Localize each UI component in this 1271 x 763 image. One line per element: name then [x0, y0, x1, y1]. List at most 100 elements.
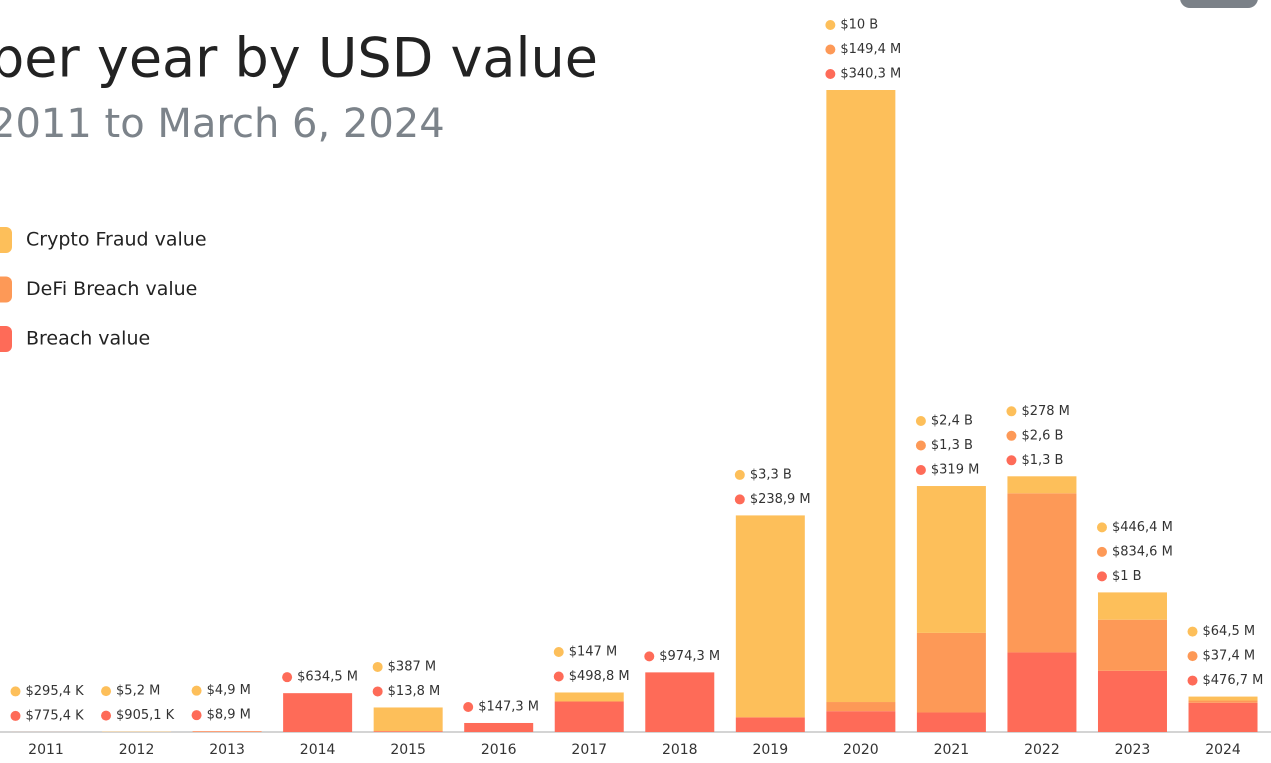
label-dot — [101, 686, 112, 697]
x-tick-label: 2020 — [843, 742, 879, 758]
label-dot — [915, 465, 926, 476]
value-label: $10 B — [840, 18, 878, 33]
x-tick-label: 2017 — [571, 742, 607, 758]
x-tick-label: 2023 — [1115, 742, 1151, 758]
bar-segment — [373, 707, 443, 732]
bar-segment — [826, 711, 896, 732]
x-tick-label: 2011 — [28, 742, 64, 758]
value-label: $340,3 M — [840, 67, 901, 82]
label-dot — [734, 469, 745, 480]
bar-segment — [1007, 652, 1077, 732]
label-dot — [10, 686, 21, 697]
label-dot — [1006, 430, 1017, 441]
value-label: $5,2 M — [116, 684, 160, 699]
bar-segment — [826, 702, 896, 712]
label-dot — [1096, 546, 1107, 557]
label-dot — [191, 685, 202, 696]
chart-subtitle: 2011 to March 6, 2024 — [0, 101, 445, 147]
button[interactable] — [1180, 0, 1258, 8]
x-tick-label: 2012 — [119, 742, 155, 758]
value-label: $2,6 B — [1021, 428, 1063, 443]
label-dot — [1096, 522, 1107, 533]
value-label: $64,5 M — [1203, 624, 1256, 639]
value-label: $446,4 M — [1112, 520, 1173, 535]
bar-segment — [735, 717, 805, 732]
label-dot — [1006, 406, 1017, 417]
value-label: $37,4 M — [1203, 649, 1256, 664]
value-label: $905,1 K — [116, 708, 175, 723]
value-label: $2,4 B — [931, 414, 973, 429]
value-label: $775,4 K — [26, 708, 85, 723]
value-label: $13,8 M — [388, 684, 441, 699]
label-dot — [1187, 651, 1198, 662]
x-tick-label: 2024 — [1205, 742, 1241, 758]
x-tick-label: 2021 — [934, 742, 970, 758]
value-label: $634,5 M — [297, 670, 358, 685]
label-dot — [1187, 675, 1198, 686]
legend-label: Crypto Fraud value — [26, 229, 207, 251]
label-dot — [644, 651, 655, 662]
bar-segment — [1007, 493, 1077, 653]
x-tick-label: 2015 — [390, 742, 426, 758]
label-dot — [101, 710, 112, 721]
legend-swatch — [0, 326, 12, 352]
label-dot — [372, 686, 383, 697]
value-label: $149,4 M — [840, 42, 901, 57]
x-tick-label: 2022 — [1024, 742, 1060, 758]
bar-segment — [1007, 476, 1077, 494]
bar-segment — [735, 515, 805, 718]
value-label: $147 M — [569, 644, 617, 659]
value-label: $498,8 M — [569, 669, 630, 684]
bar-segment — [1097, 619, 1167, 671]
label-dot — [553, 646, 564, 657]
bar-segment — [1188, 702, 1258, 732]
bar-segment — [1188, 700, 1258, 703]
bar-segment — [373, 731, 443, 732]
label-dot — [915, 440, 926, 451]
bar-segment — [916, 486, 986, 633]
legend-label: DeFi Breach value — [26, 278, 197, 300]
value-label: $295,4 K — [26, 684, 85, 699]
label-dot — [463, 701, 474, 712]
bar-segment — [1188, 696, 1258, 701]
value-label: $974,3 M — [659, 649, 720, 664]
x-tick-label: 2013 — [209, 742, 245, 758]
legend-swatch — [0, 227, 12, 253]
bar-segment — [464, 722, 534, 732]
value-label: $476,7 M — [1203, 673, 1264, 688]
bar-segment — [645, 672, 715, 732]
label-dot — [1096, 571, 1107, 582]
label-dot — [282, 672, 293, 683]
x-tick-label: 2018 — [662, 742, 698, 758]
value-label: $4,9 M — [207, 683, 251, 698]
label-dot — [915, 416, 926, 427]
label-dot — [10, 710, 21, 721]
chart-title: per year by USD value — [0, 27, 598, 90]
x-tick-label: 2016 — [481, 742, 517, 758]
value-label: $1 B — [1112, 569, 1142, 584]
bar-segment — [826, 90, 896, 703]
value-label: $319 M — [931, 463, 979, 478]
bar-segment — [916, 712, 986, 732]
value-label: $147,3 M — [478, 699, 539, 714]
legend-swatch — [0, 276, 12, 303]
label-dot — [372, 661, 383, 672]
label-dot — [1006, 455, 1017, 466]
bar-segment — [1097, 592, 1167, 620]
value-label: $834,6 M — [1112, 544, 1173, 559]
x-tick-label: 2019 — [752, 742, 788, 758]
value-label: $1,3 B — [931, 438, 973, 453]
value-label: $387 M — [388, 659, 436, 674]
label-dot — [825, 69, 836, 79]
legend-label: Breach value — [26, 328, 150, 350]
value-label: $1,3 B — [1021, 453, 1063, 468]
bar-segment — [916, 632, 986, 713]
value-label: $8,9 M — [207, 708, 251, 723]
value-label: $3,3 B — [750, 467, 792, 482]
x-tick-label: 2014 — [300, 742, 336, 758]
label-dot — [734, 494, 745, 505]
bar-segment — [554, 692, 624, 702]
value-label: $278 M — [1021, 404, 1069, 419]
bar-segment — [283, 693, 353, 732]
